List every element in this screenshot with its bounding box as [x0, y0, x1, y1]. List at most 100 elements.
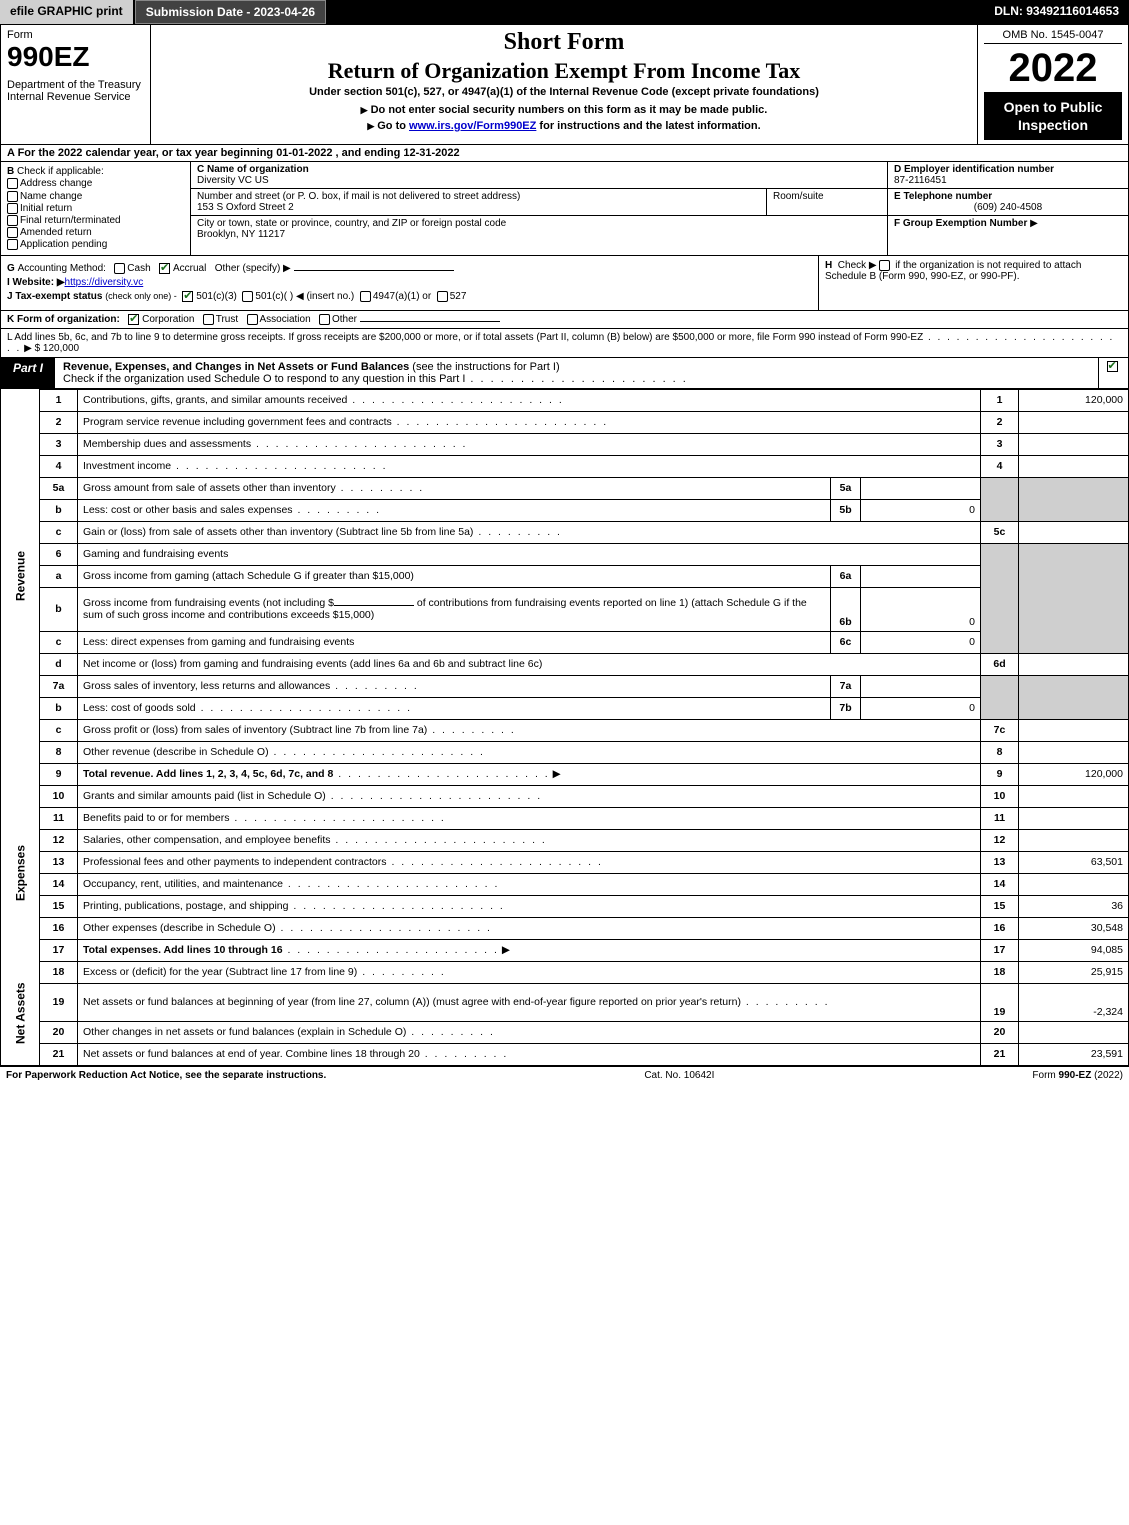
room-block: Room/suite — [767, 189, 887, 215]
chk-527[interactable] — [437, 291, 448, 302]
line-16-amt: 30,548 — [1019, 917, 1129, 939]
line-15-box: 15 — [981, 895, 1019, 917]
chk-501c3[interactable] — [182, 291, 193, 302]
trust-label: Trust — [216, 314, 238, 325]
line-20-box: 20 — [981, 1021, 1019, 1043]
chk-corporation[interactable] — [128, 314, 139, 325]
line-9-box: 9 — [981, 763, 1019, 785]
line-6b-blank[interactable] — [334, 605, 414, 606]
chk-name-change[interactable]: Name change — [7, 191, 184, 202]
part1-schedule-o-check[interactable] — [1098, 358, 1128, 388]
line-7b-inner-box: 7b — [831, 697, 861, 719]
line-3-text: Membership dues and assessments — [78, 433, 981, 455]
line-17-box: 17 — [981, 939, 1019, 961]
chk-initial-return-label: Initial return — [20, 203, 72, 214]
line-2-box: 2 — [981, 411, 1019, 433]
chk-address-change[interactable]: Address change — [7, 178, 184, 189]
l-text: L Add lines 5b, 6c, and 7b to line 9 to … — [7, 332, 923, 343]
line-7c-text: Gross profit or (loss) from sales of inv… — [78, 719, 981, 741]
shaded-5 — [981, 477, 1019, 521]
website-link[interactable]: https://diversity.vc — [65, 277, 144, 288]
line-6a-inner-amt — [861, 565, 981, 587]
line-12-text: Salaries, other compensation, and employ… — [78, 829, 981, 851]
line-14-num: 14 — [40, 873, 78, 895]
box-def: D Employer identification number 87-2116… — [888, 162, 1128, 255]
footer-cat-no: Cat. No. 10642I — [644, 1070, 714, 1081]
line-5b-inner-amt: 0 — [861, 499, 981, 521]
shaded-6-amt — [1019, 543, 1129, 653]
line-9-amt: 120,000 — [1019, 763, 1129, 785]
chk-amended-return-label: Amended return — [20, 227, 92, 238]
chk-501c[interactable] — [242, 291, 253, 302]
line-11-box: 11 — [981, 807, 1019, 829]
line-15-text: Printing, publications, postage, and shi… — [78, 895, 981, 917]
line-17-amt: 94,085 — [1019, 939, 1129, 961]
chk-4947[interactable] — [360, 291, 371, 302]
topbar: efile GRAPHIC print Submission Date - 20… — [0, 0, 1129, 24]
other-specify-input[interactable] — [294, 270, 454, 271]
line-6a-num: a — [40, 565, 78, 587]
ein-value: 87-2116451 — [894, 175, 1122, 186]
line-5b-num: b — [40, 499, 78, 521]
line-19-text: Net assets or fund balances at beginning… — [78, 983, 981, 1021]
part1-subtitle: Check if the organization used Schedule … — [63, 373, 465, 385]
ein-label: D Employer identification number — [894, 164, 1122, 175]
line-7a-num: 7a — [40, 675, 78, 697]
line-7a-text: Gross sales of inventory, less returns a… — [78, 675, 831, 697]
box-e: E Telephone number (609) 240-4508 — [888, 189, 1128, 216]
501c3-label: 501(c)(3) — [196, 292, 237, 303]
line-6c-text: Less: direct expenses from gaming and fu… — [78, 631, 831, 653]
group-exemption-label: F Group Exemption Number — [894, 218, 1027, 229]
chk-other-org[interactable] — [319, 314, 330, 325]
line-8-num: 8 — [40, 741, 78, 763]
chk-cash[interactable] — [114, 263, 125, 274]
efile-print-button[interactable]: efile GRAPHIC print — [0, 0, 135, 24]
open-to-public: Open to Public Inspection — [984, 92, 1122, 140]
chk-amended-return[interactable]: Amended return — [7, 227, 184, 238]
line-13-amt: 63,501 — [1019, 851, 1129, 873]
4947-label: 4947(a)(1) or — [373, 292, 431, 303]
tax-year: 2022 — [984, 48, 1122, 88]
go-to-suffix: for instructions and the latest informat… — [536, 120, 760, 132]
line-12-num: 12 — [40, 829, 78, 851]
line-7b-num: b — [40, 697, 78, 719]
chk-trust[interactable] — [203, 314, 214, 325]
box-b-label: B — [7, 166, 14, 177]
line-20-text: Other changes in net assets or fund bala… — [78, 1021, 981, 1043]
org-name-block: C Name of organization Diversity VC US — [191, 162, 887, 189]
form-header: Form 990EZ Department of the Treasury In… — [0, 24, 1129, 145]
line-5a-text: Gross amount from sale of assets other t… — [78, 477, 831, 499]
line-1-text: Contributions, gifts, grants, and simila… — [78, 389, 981, 411]
j-hint: (check only one) - — [105, 292, 177, 302]
dln-label: DLN: 93492116014653 — [984, 0, 1129, 24]
header-left: Form 990EZ Department of the Treasury In… — [1, 25, 151, 144]
g-label: G — [7, 263, 15, 274]
line-7c-amt — [1019, 719, 1129, 741]
chk-final-return[interactable]: Final return/terminated — [7, 215, 184, 226]
chk-schedule-b[interactable] — [879, 260, 890, 271]
part1-title-rest: (see the instructions for Part I) — [409, 361, 559, 373]
line-6b-text: Gross income from fundraising events (no… — [78, 587, 831, 631]
room-label: Room/suite — [773, 191, 881, 202]
line-16-num: 16 — [40, 917, 78, 939]
other-org-label: Other — [332, 314, 357, 325]
chk-application-pending[interactable]: Application pending — [7, 239, 184, 250]
line-5b-text: Less: cost or other basis and sales expe… — [78, 499, 831, 521]
row-h: H Check ▶ if the organization is not req… — [818, 256, 1128, 309]
line-7b-inner-amt: 0 — [861, 697, 981, 719]
go-to-link[interactable]: www.irs.gov/Form990EZ — [409, 120, 536, 132]
submission-date-button[interactable]: Submission Date - 2023-04-26 — [135, 0, 326, 24]
cash-label: Cash — [127, 263, 150, 274]
line-5c-text: Gain or (loss) from sale of assets other… — [78, 521, 981, 543]
line-1-box: 1 — [981, 389, 1019, 411]
shaded-7 — [981, 675, 1019, 719]
other-org-input[interactable] — [360, 321, 500, 322]
line-14-box: 14 — [981, 873, 1019, 895]
chk-accrual[interactable] — [159, 263, 170, 274]
line-6b-inner-box: 6b — [831, 587, 861, 631]
do-not-enter-text: Do not enter social security numbers on … — [371, 104, 768, 116]
footer-paperwork: For Paperwork Reduction Act Notice, see … — [6, 1070, 326, 1081]
chk-initial-return[interactable]: Initial return — [7, 203, 184, 214]
box-b: B Check if applicable: Address change Na… — [1, 162, 191, 255]
chk-association[interactable] — [247, 314, 258, 325]
